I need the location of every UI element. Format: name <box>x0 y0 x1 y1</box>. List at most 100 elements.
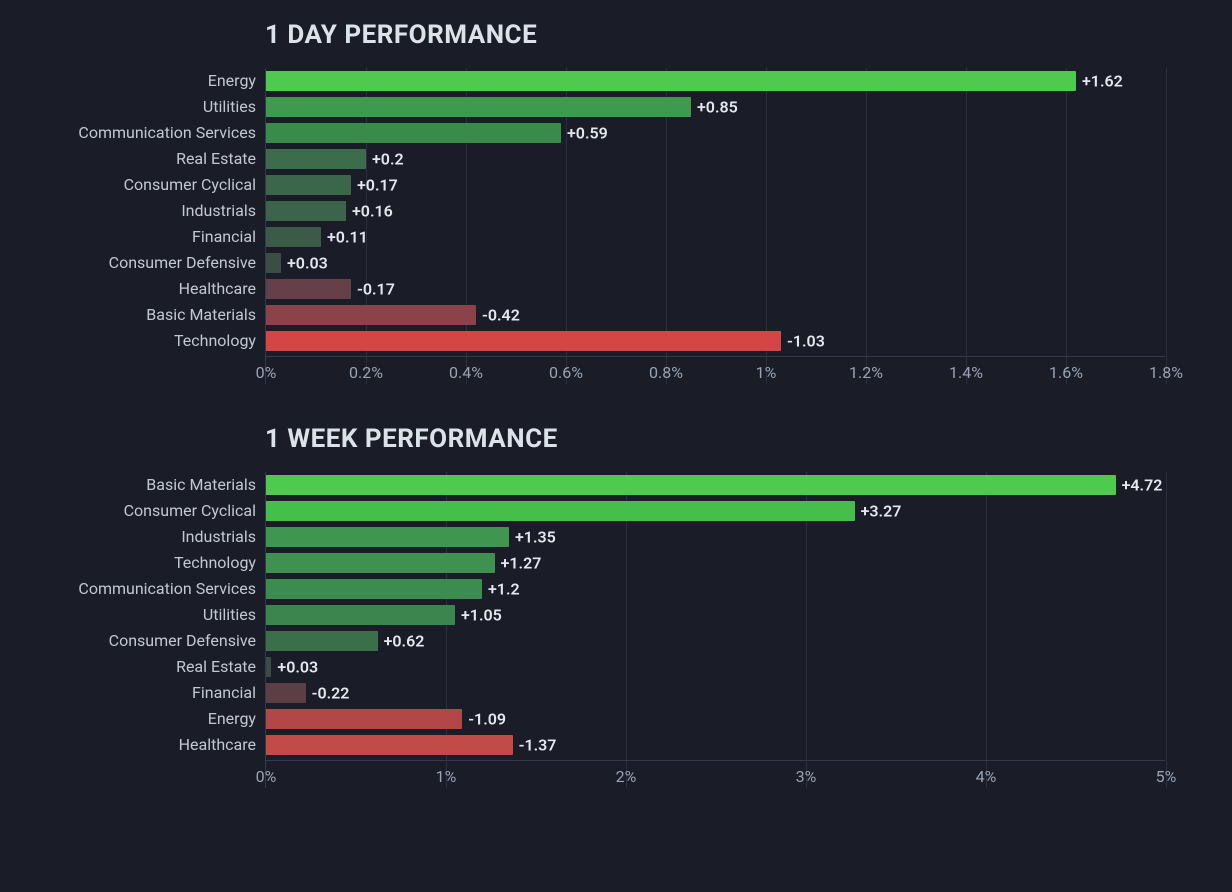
bar-row: Technology-1.03 <box>266 328 1165 354</box>
category-label: Financial <box>192 685 256 701</box>
x-tick: 1.4% <box>949 363 983 382</box>
value-label: +1.05 <box>461 606 502 625</box>
chart-title: 1 WEEK PERFORMANCE <box>265 424 1192 454</box>
bar-rows: Basic Materials+4.72Consumer Cyclical+3.… <box>266 472 1165 758</box>
category-label: Communication Services <box>78 125 256 141</box>
bar-row: Consumer Defensive+0.03 <box>266 250 1165 276</box>
value-label: +1.62 <box>1082 72 1123 91</box>
bar-rows: Energy+1.62Utilities+0.85Communication S… <box>266 68 1165 354</box>
x-tick: 5% <box>1156 767 1177 786</box>
bar-row: Financial-0.22 <box>266 680 1165 706</box>
x-tick: 1% <box>756 363 777 382</box>
value-label: +0.85 <box>697 98 738 117</box>
bar-row: Utilities+1.05 <box>266 602 1165 628</box>
bar: +1.05 <box>266 605 455 625</box>
bar: -1.09 <box>266 709 462 729</box>
value-label: +0.2 <box>372 150 404 169</box>
category-label: Healthcare <box>179 737 256 753</box>
value-label: -0.22 <box>312 684 350 703</box>
bar: +4.72 <box>266 475 1116 495</box>
category-label: Industrials <box>181 529 256 545</box>
bar-row: Consumer Defensive+0.62 <box>266 628 1165 654</box>
bar-row: Real Estate+0.2 <box>266 146 1165 172</box>
x-tick: 0.6% <box>549 363 583 382</box>
category-label: Communication Services <box>78 581 256 597</box>
value-label: +0.62 <box>384 632 425 651</box>
x-tick: 4% <box>976 767 997 786</box>
category-label: Industrials <box>181 203 256 219</box>
value-label: +0.03 <box>287 254 328 273</box>
bar-row: Utilities+0.85 <box>266 94 1165 120</box>
x-tick: 1.2% <box>849 363 883 382</box>
bar-row: Basic Materials+4.72 <box>266 472 1165 498</box>
category-label: Consumer Defensive <box>109 633 256 649</box>
x-tick: 1.8% <box>1149 363 1183 382</box>
x-tick: 0% <box>256 767 277 786</box>
bar-row: Communication Services+1.2 <box>266 576 1165 602</box>
category-label: Consumer Cyclical <box>124 177 256 193</box>
bar-row: Healthcare-0.17 <box>266 276 1165 302</box>
bar: -0.42 <box>266 305 476 325</box>
value-label: -1.09 <box>468 710 506 729</box>
value-label: -1.03 <box>787 332 825 351</box>
x-tick: 3% <box>796 767 817 786</box>
category-label: Basic Materials <box>146 477 256 493</box>
bar-row: Industrials+1.35 <box>266 524 1165 550</box>
x-axis: 0%0.2%0.4%0.6%0.8%1%1.2%1.4%1.6%1.8% <box>266 356 1165 384</box>
value-label: +0.16 <box>352 202 393 221</box>
category-label: Energy <box>208 73 256 89</box>
category-label: Consumer Cyclical <box>124 503 256 519</box>
bar-row: Technology+1.27 <box>266 550 1165 576</box>
x-tick: 0.2% <box>349 363 383 382</box>
plot-area: Energy+1.62Utilities+0.85Communication S… <box>265 68 1165 384</box>
x-tick: 1.6% <box>1049 363 1083 382</box>
bar: -0.17 <box>266 279 351 299</box>
bar: +0.16 <box>266 201 346 221</box>
x-tick: 0.8% <box>649 363 683 382</box>
bar: +0.59 <box>266 123 561 143</box>
bar: +0.17 <box>266 175 351 195</box>
bar: +1.62 <box>266 71 1076 91</box>
bar: +1.2 <box>266 579 482 599</box>
x-axis: 0%1%2%3%4%5% <box>266 760 1165 788</box>
category-label: Technology <box>174 333 256 349</box>
x-tick: 1% <box>436 767 457 786</box>
bar: +0.2 <box>266 149 366 169</box>
bar-row: Energy+1.62 <box>266 68 1165 94</box>
value-label: -1.37 <box>519 736 557 755</box>
bar: +0.11 <box>266 227 321 247</box>
bar-row: Financial+0.11 <box>266 224 1165 250</box>
value-label: +1.35 <box>515 528 556 547</box>
bar-row: Consumer Cyclical+0.17 <box>266 172 1165 198</box>
bar: +0.03 <box>266 253 281 273</box>
category-label: Utilities <box>203 99 256 115</box>
week-performance-chart: 1 WEEK PERFORMANCEBasic Materials+4.72Co… <box>40 424 1192 788</box>
value-label: +1.2 <box>488 580 520 599</box>
bar: +3.27 <box>266 501 855 521</box>
bar: +0.85 <box>266 97 691 117</box>
category-label: Consumer Defensive <box>109 255 256 271</box>
value-label: +1.27 <box>501 554 542 573</box>
value-label: -0.17 <box>357 280 395 299</box>
value-label: +3.27 <box>861 502 902 521</box>
category-label: Real Estate <box>176 151 256 167</box>
category-label: Healthcare <box>179 281 256 297</box>
gridline <box>1166 68 1167 384</box>
value-label: +0.17 <box>357 176 398 195</box>
value-label: -0.42 <box>482 306 520 325</box>
bar: +1.35 <box>266 527 509 547</box>
bar-row: Energy-1.09 <box>266 706 1165 732</box>
value-label: +0.03 <box>277 658 318 677</box>
x-tick: 0% <box>256 363 277 382</box>
bar: +0.03 <box>266 657 271 677</box>
bar-row: Communication Services+0.59 <box>266 120 1165 146</box>
bar: +0.62 <box>266 631 378 651</box>
category-label: Basic Materials <box>146 307 256 323</box>
day-performance-chart: 1 DAY PERFORMANCEEnergy+1.62Utilities+0.… <box>40 20 1192 384</box>
bar: -0.22 <box>266 683 306 703</box>
bar-row: Consumer Cyclical+3.27 <box>266 498 1165 524</box>
category-label: Real Estate <box>176 659 256 675</box>
category-label: Financial <box>192 229 256 245</box>
bar: +1.27 <box>266 553 495 573</box>
gridline <box>1166 472 1167 788</box>
